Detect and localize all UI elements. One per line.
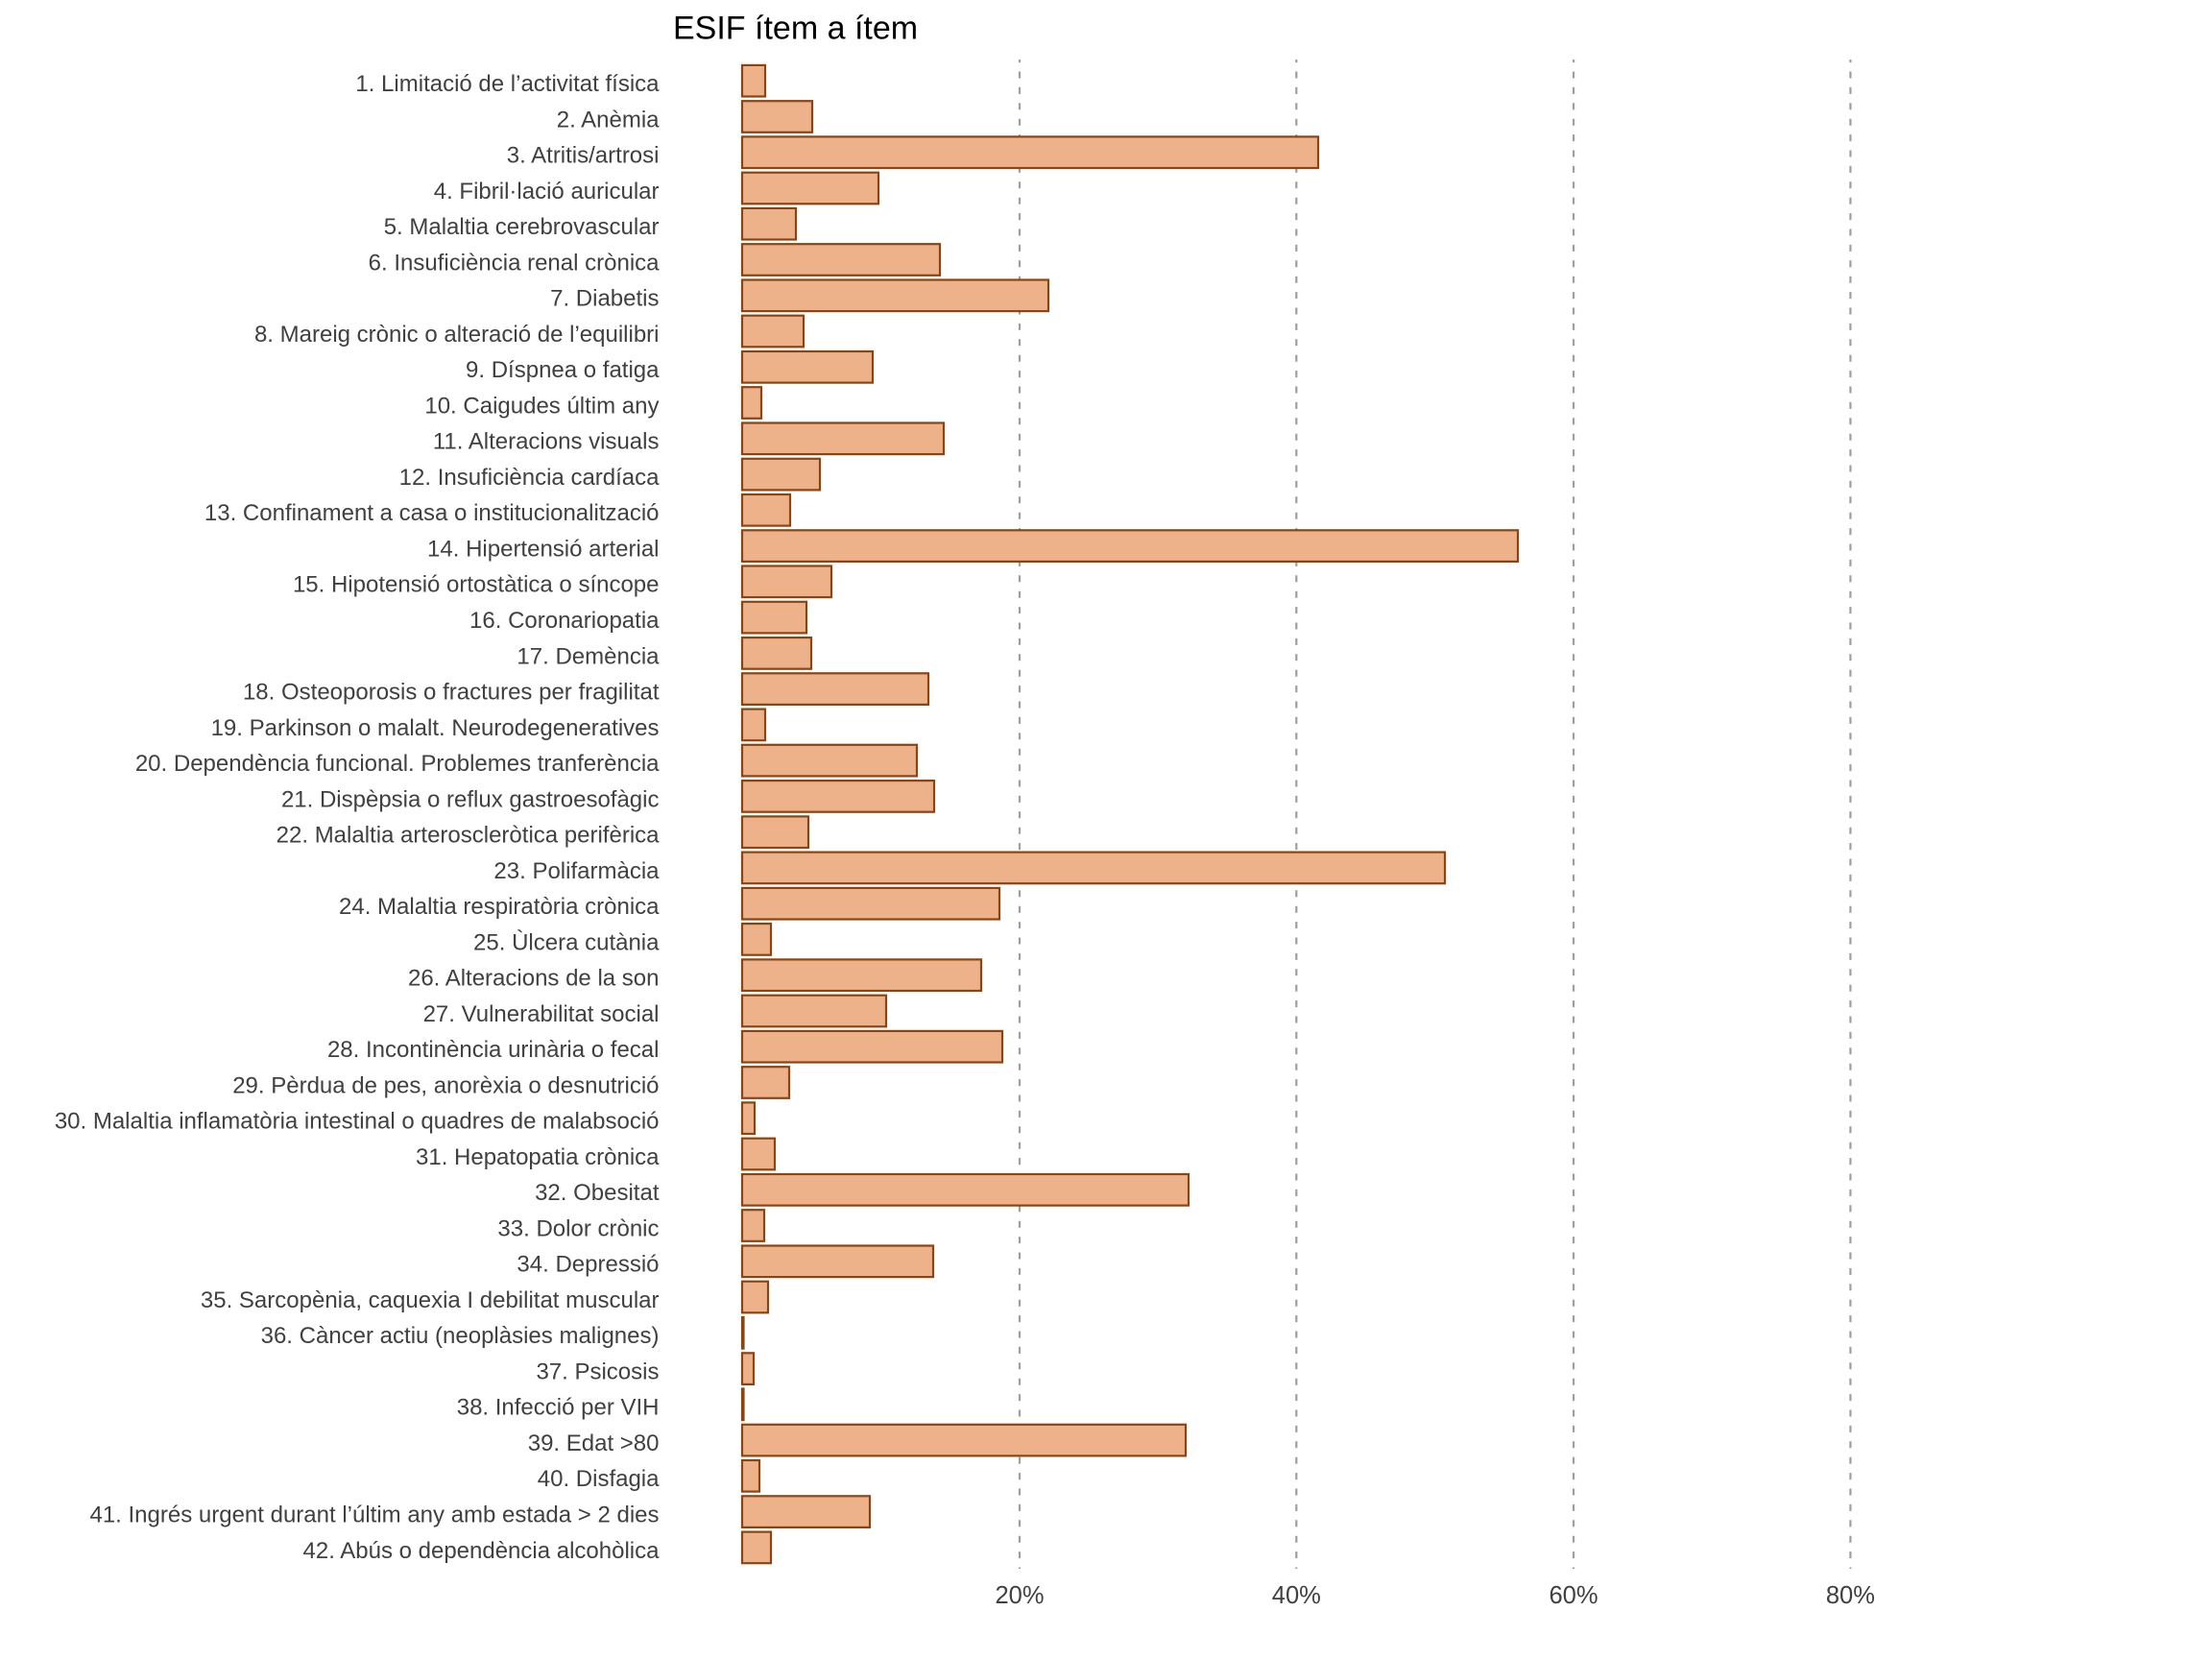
svg-text:40%: 40% bbox=[1272, 1582, 1321, 1609]
svg-text:8. Mareig crònic o alteració d: 8. Mareig crònic o alteració de l’equili… bbox=[254, 322, 660, 348]
svg-text:11. Alteracions visuals: 11. Alteracions visuals bbox=[433, 429, 660, 455]
svg-text:24. Malaltia respiratòria cròn: 24. Malaltia respiratòria crònica bbox=[339, 894, 660, 920]
svg-text:9. Díspnea o fatiga: 9. Díspnea o fatiga bbox=[466, 357, 660, 383]
svg-text:20. Dependència funcional. Pro: 20. Dependència funcional. Problemes tra… bbox=[135, 751, 660, 777]
svg-text:6. Insuficiència renal crònica: 6. Insuficiència renal crònica bbox=[369, 250, 660, 276]
svg-text:16. Coronariopatia: 16. Coronariopatia bbox=[469, 608, 660, 634]
svg-text:37. Psicosis: 37. Psicosis bbox=[536, 1359, 659, 1385]
svg-text:41. Ingrés urgent durant l’últ: 41. Ingrés urgent durant l’últim any amb… bbox=[89, 1503, 659, 1528]
svg-text:5. Malaltia cerebrovascular: 5. Malaltia cerebrovascular bbox=[384, 214, 660, 240]
svg-text:3. Atritis/artrosi: 3. Atritis/artrosi bbox=[507, 143, 660, 169]
svg-text:60%: 60% bbox=[1549, 1582, 1598, 1609]
svg-text:35. Sarcopènia, caquexia I deb: 35. Sarcopènia, caquexia I debilitat mus… bbox=[201, 1287, 660, 1313]
svg-text:23. Polifarmàcia: 23. Polifarmàcia bbox=[493, 858, 660, 884]
svg-text:38. Infecció per VIH: 38. Infecció per VIH bbox=[457, 1395, 660, 1421]
svg-text:25. Ùlcera cutània: 25. Ùlcera cutània bbox=[473, 929, 660, 955]
svg-text:19. Parkinson o malalt. Neurod: 19. Parkinson o malalt. Neurodegenerativ… bbox=[211, 715, 660, 741]
svg-text:17. Demència: 17. Demència bbox=[517, 643, 660, 669]
svg-text:39. Edat >80: 39. Edat >80 bbox=[528, 1431, 660, 1456]
svg-text:29. Pèrdua de pes, anorèxia o: 29. Pèrdua de pes, anorèxia o desnutrici… bbox=[232, 1072, 659, 1098]
svg-text:32. Obesitat: 32. Obesitat bbox=[535, 1180, 660, 1206]
svg-text:30. Malaltia inflamatòria inte: 30. Malaltia inflamatòria intestinal o q… bbox=[55, 1109, 660, 1135]
svg-text:33. Dolor crònic: 33. Dolor crònic bbox=[497, 1215, 659, 1241]
svg-text:31. Hepatopatia crònica: 31. Hepatopatia crònica bbox=[416, 1144, 660, 1170]
svg-text:15. Hipotensió ortostàtica o s: 15. Hipotensió ortostàtica o síncope bbox=[293, 572, 660, 598]
svg-text:12. Insuficiència cardíaca: 12. Insuficiència cardíaca bbox=[399, 465, 660, 491]
svg-text:1. Limitació de l’activitat fí: 1. Limitació de l’activitat física bbox=[355, 71, 660, 97]
svg-text:20%: 20% bbox=[995, 1582, 1044, 1609]
svg-text:18. Osteoporosis o fractures p: 18. Osteoporosis o fractures per fragili… bbox=[243, 680, 660, 706]
svg-text:13. Confinament a casa o insti: 13. Confinament a casa o institucionalit… bbox=[204, 500, 660, 526]
svg-text:28. Incontinència urinària o f: 28. Incontinència urinària o fecal bbox=[327, 1037, 660, 1063]
svg-text:2. Anèmia: 2. Anèmia bbox=[557, 107, 660, 132]
svg-text:27. Vulnerabilitat social: 27. Vulnerabilitat social bbox=[423, 1001, 660, 1027]
svg-text:40. Disfagia: 40. Disfagia bbox=[538, 1466, 660, 1492]
svg-text:36. Càncer actiu (neoplàsies m: 36. Càncer actiu (neoplàsies malignes) bbox=[261, 1323, 660, 1349]
svg-text:10. Caigudes últim any: 10. Caigudes últim any bbox=[424, 393, 659, 419]
svg-text:34. Depressió: 34. Depressió bbox=[517, 1252, 659, 1278]
svg-text:ESIF ítem a ítem: ESIF ítem a ítem bbox=[673, 11, 918, 47]
svg-text:26. Alteracions de la son: 26. Alteracions de la son bbox=[408, 966, 660, 992]
svg-text:14. Hipertensió arterial: 14. Hipertensió arterial bbox=[427, 537, 659, 563]
svg-text:4. Fibril·lació auricular: 4. Fibril·lació auricular bbox=[434, 179, 660, 204]
svg-text:22. Malaltia arteroscleròtica: 22. Malaltia arteroscleròtica perifèrica bbox=[276, 823, 660, 849]
svg-text:7. Diabetis: 7. Diabetis bbox=[550, 286, 659, 312]
svg-text:21. Dispèpsia o reflux gastroe: 21. Dispèpsia o reflux gastroesofàgic bbox=[281, 786, 660, 812]
svg-text:42. Abús o dependència alcohòl: 42. Abús o dependència alcohòlica bbox=[303, 1538, 661, 1564]
svg-text:80%: 80% bbox=[1826, 1582, 1875, 1609]
